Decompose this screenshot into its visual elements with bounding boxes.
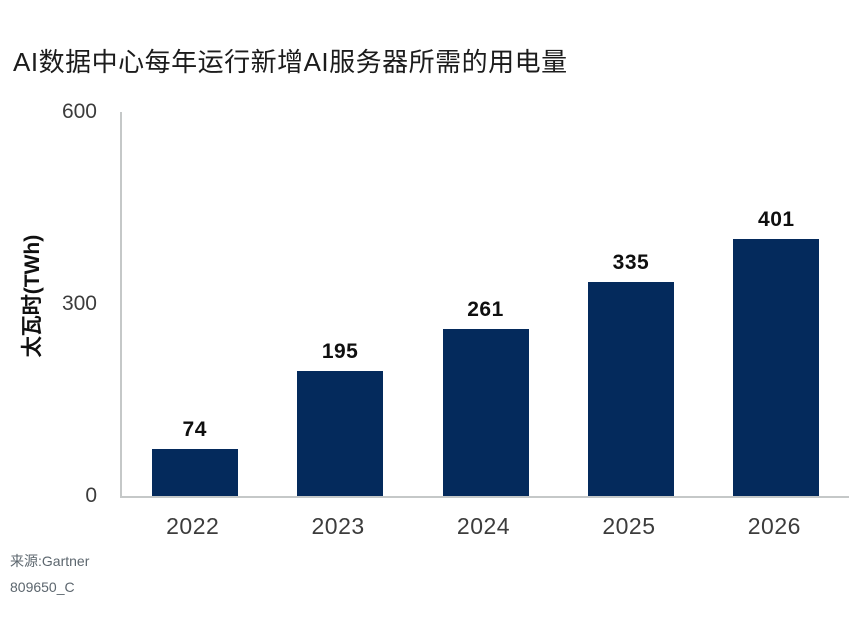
y-tick-label: 0 [85, 484, 97, 507]
plot-area: 74 195 261 335 401 [120, 112, 849, 498]
document-id-text: 809650_C [10, 579, 75, 595]
bar-value-label: 401 [758, 208, 795, 232]
bar-value-label: 195 [321, 340, 359, 364]
bar-2024 [442, 328, 529, 496]
bar-value-label: 335 [612, 250, 650, 274]
bar-2026 [733, 239, 820, 496]
x-tick-label: 2023 [311, 513, 365, 539]
bar-value-label: 74 [182, 417, 207, 441]
x-tick-label: 2026 [747, 513, 801, 539]
x-tick-label: 2024 [456, 513, 511, 539]
y-tick-label: 300 [61, 292, 97, 315]
bar-group-2025: 335 [558, 112, 703, 496]
source-text: 来源:Gartner [10, 553, 90, 569]
bar-2023 [297, 371, 384, 496]
source-block: 来源:Gartner 809650_C [10, 548, 89, 600]
bar-group-2022: 74 [122, 112, 267, 496]
x-tick-label: 2022 [166, 513, 220, 539]
y-tick-label: 600 [61, 100, 97, 123]
bar-2022 [151, 448, 238, 496]
x-axis-labels: 2022 2023 2024 2025 2026 [120, 513, 847, 540]
bar-group-2024: 261 [413, 112, 558, 496]
bar-2025 [587, 281, 674, 496]
y-axis-ticks: 600 300 0 [0, 100, 97, 507]
bar-group-2026: 401 [704, 112, 849, 496]
bar-value-label: 261 [467, 297, 504, 321]
x-tick-label: 2025 [602, 513, 656, 539]
chart-title: AI数据中心每年运行新增AI服务器所需的用电量 [13, 47, 568, 77]
bar-group-2023: 195 [267, 112, 412, 496]
bars: 74 195 261 335 401 [122, 112, 849, 496]
